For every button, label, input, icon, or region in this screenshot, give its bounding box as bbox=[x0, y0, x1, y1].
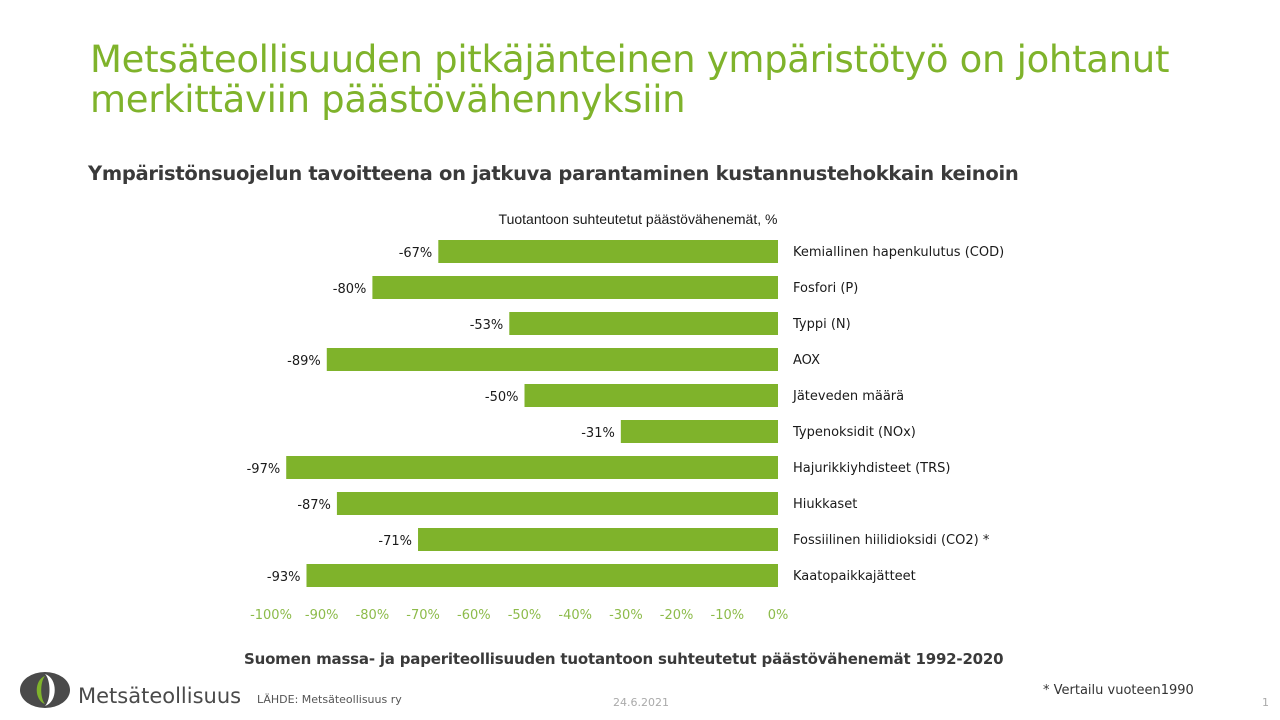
bar-10 bbox=[306, 564, 778, 587]
x-tick-label: -20% bbox=[660, 608, 694, 623]
bar-6 bbox=[620, 420, 778, 443]
bar-7 bbox=[286, 456, 778, 479]
category-label-10: Kaatopaikkajätteet bbox=[793, 569, 916, 584]
category-label-3: Typpi (N) bbox=[792, 317, 851, 332]
data-label-1: -67% bbox=[399, 246, 433, 261]
bar-8 bbox=[336, 492, 778, 515]
data-label-5: -50% bbox=[485, 390, 519, 405]
x-tick-label: -100% bbox=[250, 608, 292, 623]
bar-5 bbox=[524, 384, 778, 407]
data-label-9: -71% bbox=[378, 534, 412, 549]
bar-2 bbox=[372, 276, 778, 299]
category-label-2: Fosfori (P) bbox=[793, 281, 858, 296]
category-label-5: Jäteveden määrä bbox=[792, 389, 904, 404]
logo-text: Metsäteollisuus bbox=[78, 684, 242, 708]
x-tick-label: -60% bbox=[457, 608, 491, 623]
slide-subtitle: Ympäristönsuojelun tavoitteena on jatkuv… bbox=[88, 162, 1019, 185]
data-label-3: -53% bbox=[470, 318, 504, 333]
chart-caption: Suomen massa- ja paperiteollisuuden tuot… bbox=[244, 650, 1004, 668]
page-number: 1 bbox=[1262, 696, 1269, 709]
data-label-4: -89% bbox=[287, 354, 321, 369]
category-label-8: Hiukkaset bbox=[793, 497, 857, 512]
data-label-7: -97% bbox=[247, 462, 281, 477]
bar-4 bbox=[326, 348, 778, 371]
x-tick-label: -10% bbox=[711, 608, 745, 623]
bar-9 bbox=[418, 528, 778, 551]
metsateollisuus-logo-icon bbox=[20, 672, 70, 708]
bar-1 bbox=[438, 240, 778, 263]
category-label-6: Typenoksidit (NOx) bbox=[792, 425, 916, 440]
data-label-10: -93% bbox=[267, 570, 301, 585]
x-tick-label: -70% bbox=[406, 608, 440, 623]
slide-date: 24.6.2021 bbox=[613, 696, 669, 709]
category-label-7: Hajurikkiyhdisteet (TRS) bbox=[793, 461, 950, 476]
slide-title: Metsäteollisuuden pitkäjänteinen ympäris… bbox=[90, 38, 1170, 121]
source-note: LÄHDE: Metsäteollisuus ry bbox=[257, 693, 402, 706]
bar-3 bbox=[509, 312, 778, 335]
data-label-2: -80% bbox=[333, 282, 367, 297]
x-tick-label: -90% bbox=[305, 608, 339, 623]
chart-title: Tuotantoon suhteutetut päästövähenemät, … bbox=[499, 211, 778, 227]
category-label-4: AOX bbox=[793, 353, 820, 368]
x-tick-label: -80% bbox=[356, 608, 390, 623]
category-label-1: Kemiallinen hapenkulutus (COD) bbox=[793, 245, 1004, 260]
x-tick-label: 0% bbox=[768, 608, 789, 623]
x-tick-label: -30% bbox=[609, 608, 643, 623]
comparison-footnote: * Vertailu vuoteen1990 bbox=[1043, 683, 1194, 698]
category-label-9: Fossiilinen hiilidioksidi (CO2) * bbox=[793, 533, 990, 548]
data-label-6: -31% bbox=[581, 426, 615, 441]
data-label-8: -87% bbox=[297, 498, 331, 513]
x-tick-label: -50% bbox=[508, 608, 542, 623]
x-tick-label: -40% bbox=[558, 608, 592, 623]
